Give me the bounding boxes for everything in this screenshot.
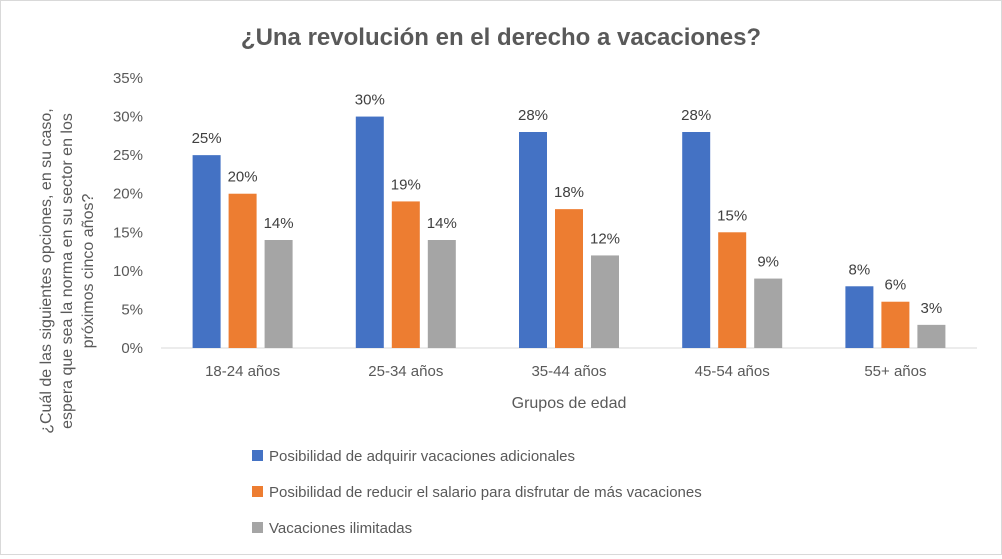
bar bbox=[391, 201, 420, 348]
legend-swatch bbox=[252, 486, 263, 497]
bar bbox=[591, 255, 619, 348]
bar bbox=[845, 286, 874, 348]
bar bbox=[427, 240, 456, 348]
bar bbox=[682, 132, 711, 348]
y-axis-title-line: próximos cinco años? bbox=[80, 194, 97, 349]
bar bbox=[228, 193, 257, 348]
bar-data-label: 18% bbox=[554, 184, 584, 201]
bar-data-label: 28% bbox=[681, 107, 711, 124]
bar-data-label: 3% bbox=[921, 300, 943, 317]
y-axis-title-line: espera que sea la norma en su sector en … bbox=[59, 113, 76, 429]
bar-data-label: 14% bbox=[264, 215, 294, 232]
y-tick-label: 35% bbox=[113, 70, 143, 87]
y-tick-label: 15% bbox=[113, 224, 143, 241]
bar bbox=[917, 324, 946, 348]
bar bbox=[264, 240, 293, 348]
legend-swatch bbox=[252, 522, 263, 533]
bar bbox=[519, 132, 547, 348]
y-axis-title: ¿Cuál de las siguientes opciones, en su … bbox=[38, 108, 97, 434]
bar-labels: 25% 20% 14% 30% 19% 14% 28% 18% 12% 28% 15% 9% 8% 6% 3… bbox=[192, 92, 943, 317]
bar bbox=[718, 232, 747, 348]
x-tick-label: 18-24 años bbox=[205, 363, 280, 380]
chart-title: ¿Una revolución en el derecho a vacacion… bbox=[241, 24, 761, 51]
bar-data-label: 30% bbox=[355, 92, 385, 109]
bar-data-label: 6% bbox=[885, 277, 907, 294]
legend-entry: Posibilidad de adquirir vacaciones adici… bbox=[269, 448, 575, 465]
y-tick-label: 10% bbox=[113, 263, 143, 280]
legend: Posibilidad de adquirir vacaciones adici… bbox=[252, 448, 702, 537]
bar-data-label: 28% bbox=[518, 107, 548, 124]
bar bbox=[355, 116, 384, 348]
bar-data-label: 12% bbox=[590, 230, 620, 247]
y-tick-label: 25% bbox=[113, 147, 143, 164]
bar-data-label: 9% bbox=[757, 254, 779, 271]
y-axis-label: ¿Cuál de las siguientes opciones, en su … bbox=[38, 108, 97, 434]
bar-data-label: 14% bbox=[427, 215, 457, 232]
y-tick-label: 0% bbox=[121, 340, 143, 357]
x-tick-label: 35-44 años bbox=[531, 363, 606, 380]
legend-entry: Vacaciones ilimitadas bbox=[269, 520, 412, 537]
bar-data-label: 15% bbox=[717, 207, 747, 224]
bar-data-label: 25% bbox=[192, 130, 222, 147]
y-tick-label: 20% bbox=[113, 186, 143, 203]
bar bbox=[192, 155, 221, 348]
legend-swatch bbox=[252, 450, 263, 461]
x-axis-ticks: 18-24 años 25-34 años 35-44 años 45-54 años… bbox=[205, 363, 926, 380]
x-tick-label: 45-54 años bbox=[695, 363, 770, 380]
y-tick-label: 5% bbox=[121, 301, 143, 318]
bar bbox=[754, 278, 783, 348]
bar-data-label: 8% bbox=[849, 261, 871, 278]
y-axis-title-line: ¿Cuál de las siguientes opciones, en su … bbox=[38, 108, 55, 434]
bar-data-label: 19% bbox=[391, 176, 421, 193]
bar bbox=[881, 301, 910, 348]
y-tick-label: 30% bbox=[113, 109, 143, 126]
bar bbox=[555, 209, 583, 348]
x-tick-label: 55+ años bbox=[864, 363, 926, 380]
bar-data-label: 20% bbox=[228, 169, 258, 186]
bars bbox=[192, 116, 946, 348]
legend-entry: Posibilidad de reducir el salario para d… bbox=[269, 484, 702, 501]
x-tick-label: 25-34 años bbox=[368, 363, 443, 380]
y-axis-ticks: 0% 5% 10% 15% 20% 25% 30% 35% bbox=[113, 70, 143, 357]
x-axis-label: Grupos de edad bbox=[512, 395, 627, 412]
